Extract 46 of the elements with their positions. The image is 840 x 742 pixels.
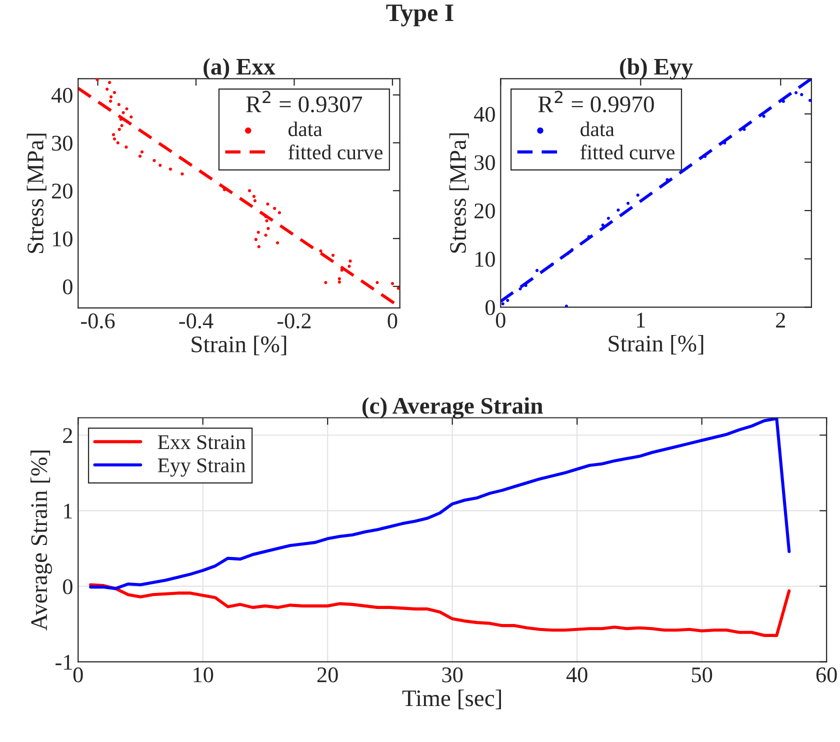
text: Type I bbox=[386, 4, 454, 26]
chart-title: (a) Exx bbox=[204, 58, 276, 80]
x-axis-title: Time [sec] bbox=[402, 690, 501, 710]
chart-title: (c) Average Strain bbox=[362, 397, 543, 419]
x-tick-label: 20 bbox=[317, 667, 338, 682]
x-tick-label: 40 bbox=[566, 667, 588, 682]
x-tick-label: 0 bbox=[73, 667, 83, 682]
x-tick-label: -0.2 bbox=[277, 313, 311, 329]
x-tick-label: 50 bbox=[692, 667, 712, 682]
legend-label: data bbox=[580, 122, 614, 136]
y-tick-label: 0 bbox=[486, 300, 495, 316]
legend-label: fitted curve bbox=[288, 144, 382, 160]
chart-title: (b) Eyy bbox=[620, 58, 693, 80]
y-tick-label: 40 bbox=[474, 106, 495, 122]
y-tick-label: 0 bbox=[62, 579, 72, 594]
x-tick-label: 60 bbox=[816, 667, 837, 682]
x-tick-label: 30 bbox=[442, 667, 463, 682]
y-tick-label: 40 bbox=[51, 88, 72, 103]
legend-title: R$^{2}$ = 0.9970 bbox=[538, 90, 654, 112]
y-tick-label: 2 bbox=[63, 428, 72, 443]
y-tick-label: -1 bbox=[56, 654, 72, 670]
y-tick-label: 20 bbox=[52, 184, 72, 199]
x-axis-title: Strain [%] bbox=[192, 336, 286, 356]
legend-label: data bbox=[288, 122, 322, 136]
y-axis-title: Stress [MPa] bbox=[26, 134, 46, 254]
y-axis-title: Average Strain [%] bbox=[30, 450, 52, 630]
x-tick-label: 10 bbox=[194, 667, 214, 682]
x-tick-label: 2 bbox=[776, 312, 785, 328]
x-tick-label: 1 bbox=[637, 312, 645, 328]
y-tick-label: 10 bbox=[476, 252, 495, 267]
y-tick-label: 0 bbox=[62, 279, 72, 294]
x-tick-label: -0.6 bbox=[81, 313, 115, 329]
y-tick-label: 30 bbox=[52, 136, 72, 151]
y-tick-label: 30 bbox=[474, 155, 495, 170]
legend-label: fitted curve bbox=[580, 144, 675, 160]
legend-label: Eyy Strain bbox=[158, 458, 246, 477]
x-axis-title: Strain [%] bbox=[608, 334, 704, 355]
legend-title: R$^{2}$ = 0.9307 bbox=[246, 90, 362, 112]
y-tick-label: 1 bbox=[64, 504, 72, 518]
x-tick-label: -0.4 bbox=[179, 313, 214, 329]
x-tick-label: 0 bbox=[496, 312, 506, 328]
y-tick-label: 10 bbox=[52, 231, 72, 246]
legend-label: Exx Strain bbox=[158, 435, 246, 450]
x-tick-label: 0 bbox=[388, 313, 398, 328]
y-tick-label: 20 bbox=[474, 203, 495, 218]
y-axis-title: Stress [MPa] bbox=[449, 133, 469, 253]
